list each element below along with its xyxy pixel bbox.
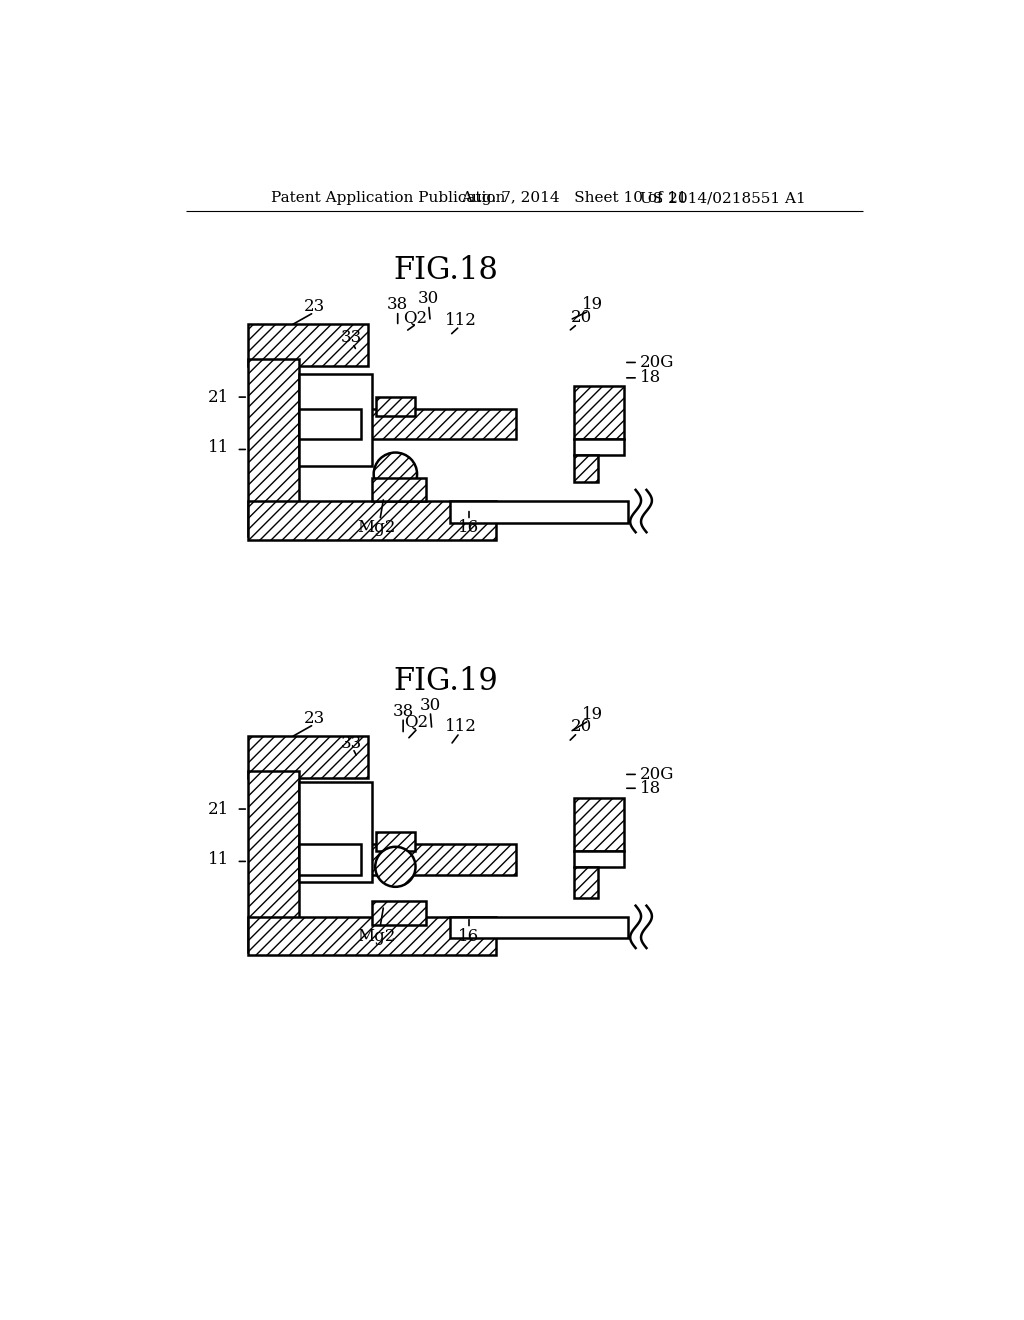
Text: 19: 19 — [583, 296, 603, 313]
Text: Mg2: Mg2 — [356, 928, 395, 945]
Text: 33: 33 — [341, 735, 361, 752]
Ellipse shape — [375, 847, 416, 887]
Text: US 2014/0218551 A1: US 2014/0218551 A1 — [640, 191, 805, 206]
Bar — [299, 409, 360, 440]
Text: Patent Application Publication: Patent Application Publication — [271, 191, 506, 206]
Text: 23: 23 — [303, 298, 325, 314]
Text: 18: 18 — [640, 780, 660, 797]
Bar — [573, 797, 624, 851]
Text: 11: 11 — [208, 438, 228, 455]
Bar — [248, 771, 299, 952]
Text: 112: 112 — [445, 718, 477, 735]
Bar — [573, 385, 624, 440]
Bar — [573, 867, 598, 898]
Bar — [248, 323, 369, 367]
Bar — [376, 832, 415, 851]
Text: 112: 112 — [445, 312, 477, 329]
Text: 33: 33 — [341, 329, 361, 346]
Bar — [573, 455, 598, 482]
Text: 19: 19 — [583, 706, 603, 723]
Bar — [248, 917, 496, 956]
Bar — [248, 502, 496, 540]
Text: 16: 16 — [459, 520, 479, 536]
Bar — [450, 917, 628, 939]
Text: 18: 18 — [640, 370, 660, 387]
Text: 21: 21 — [208, 388, 228, 405]
Text: 30: 30 — [418, 290, 439, 308]
Bar — [248, 359, 299, 536]
Text: 38: 38 — [392, 702, 414, 719]
Text: FIG.18: FIG.18 — [393, 255, 499, 285]
Bar — [372, 478, 426, 502]
Bar — [299, 843, 515, 875]
Bar — [573, 440, 624, 455]
Bar — [450, 502, 628, 523]
Bar — [299, 781, 372, 882]
Bar — [299, 843, 360, 875]
Text: FIG.19: FIG.19 — [393, 667, 498, 697]
Text: 38: 38 — [387, 296, 409, 313]
Text: Q2: Q2 — [404, 714, 428, 730]
Text: Mg2: Mg2 — [356, 520, 395, 536]
Bar — [372, 902, 426, 924]
Bar — [299, 409, 515, 440]
Text: 16: 16 — [459, 928, 479, 945]
Text: 21: 21 — [208, 800, 228, 817]
Bar — [376, 397, 415, 416]
Text: 20: 20 — [570, 309, 592, 326]
Text: 20: 20 — [570, 718, 592, 735]
Text: 11: 11 — [208, 850, 228, 867]
Text: Q2: Q2 — [402, 309, 427, 326]
Bar — [299, 374, 372, 466]
Bar — [573, 851, 624, 867]
Ellipse shape — [374, 453, 417, 496]
Text: 30: 30 — [420, 697, 441, 714]
Text: Aug. 7, 2014   Sheet 10 of 11: Aug. 7, 2014 Sheet 10 of 11 — [461, 191, 687, 206]
Bar — [248, 737, 369, 779]
Text: 23: 23 — [303, 710, 325, 727]
Text: 20G: 20G — [640, 766, 674, 783]
Text: 20G: 20G — [640, 354, 674, 371]
